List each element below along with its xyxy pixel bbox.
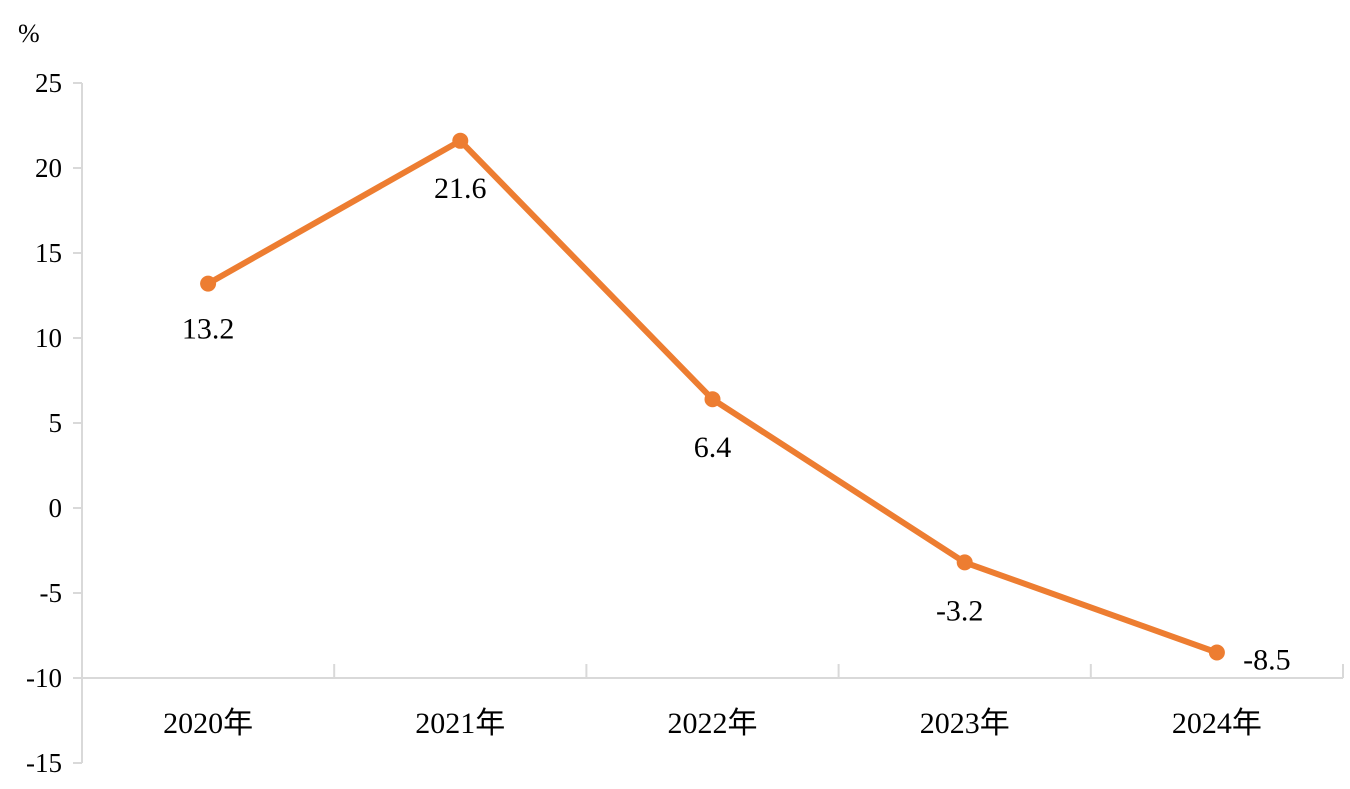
x-tick-label: 2024年 bbox=[1172, 707, 1262, 740]
axes bbox=[81, 83, 1343, 763]
data-label: 21.6 bbox=[434, 172, 487, 205]
data-label: -3.2 bbox=[936, 594, 984, 627]
data-point bbox=[452, 132, 469, 149]
data-label: -8.5 bbox=[1243, 644, 1291, 677]
x-axis-ticks: 2020年 2021年 2022年 2023年 2024年 bbox=[81, 664, 1344, 740]
y-tick-label: 10 bbox=[35, 323, 62, 353]
data-point bbox=[200, 275, 217, 292]
y-tick-label: -15 bbox=[26, 748, 62, 778]
data-point bbox=[1208, 644, 1225, 661]
data-labels: 13.2 21.6 6.4 -3.2 -8.5 bbox=[182, 172, 1291, 677]
data-label: 6.4 bbox=[694, 431, 732, 464]
x-tick-label: 2020年 bbox=[163, 707, 253, 740]
y-tick-label: 25 bbox=[35, 68, 62, 98]
y-axis-ticks: 25 20 15 10 5 0 -5 -10 -15 bbox=[26, 68, 82, 778]
y-tick-label: 20 bbox=[35, 153, 62, 183]
data-label: 13.2 bbox=[182, 313, 235, 346]
y-tick-label: 5 bbox=[49, 408, 63, 438]
y-tick-label: 15 bbox=[35, 238, 62, 268]
x-tick-label: 2021年 bbox=[415, 707, 505, 740]
y-tick-label: -5 bbox=[40, 578, 63, 608]
y-tick-label: 0 bbox=[49, 493, 63, 523]
data-point bbox=[956, 554, 973, 571]
x-tick-label: 2023年 bbox=[920, 707, 1010, 740]
y-axis-unit: % bbox=[18, 19, 40, 48]
x-tick-label: 2022年 bbox=[668, 707, 758, 740]
data-points bbox=[200, 132, 1225, 661]
data-point bbox=[704, 391, 721, 408]
y-tick-label: -10 bbox=[26, 663, 62, 693]
